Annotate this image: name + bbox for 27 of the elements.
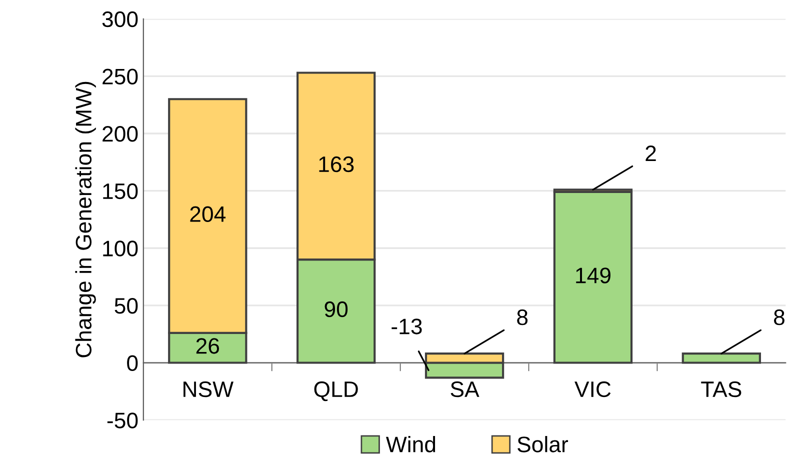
data-label: 2 xyxy=(646,146,656,162)
data-label: -13 xyxy=(392,318,422,334)
data-label: 26 xyxy=(196,338,220,354)
x-tick-label: VIC xyxy=(574,381,611,398)
y-axis-title: Change in Generation (MW) xyxy=(75,82,96,358)
y-tick-label: 100 xyxy=(103,240,138,256)
y-tick-label: -50 xyxy=(107,412,138,428)
data-label: 90 xyxy=(324,301,348,318)
y-tick-label: 50 xyxy=(114,298,138,314)
data-label: 8 xyxy=(517,309,528,326)
bar xyxy=(682,352,761,364)
legend-label: Wind xyxy=(386,436,436,452)
x-tick-label: QLD xyxy=(314,381,358,402)
y-tick-label: 0 xyxy=(127,355,138,372)
legend-label: Solar xyxy=(518,436,568,452)
y-tick-label: 300 xyxy=(102,11,138,28)
y-tick-label: 250 xyxy=(102,68,138,84)
x-tick-label: TAS xyxy=(701,381,742,398)
data-label: 149 xyxy=(576,268,610,284)
y-tick-label: 200 xyxy=(102,126,138,142)
data-label: 204 xyxy=(190,206,226,222)
y-tick-label: 150 xyxy=(103,183,138,200)
data-label: 8 xyxy=(774,309,784,326)
x-tick-label: NSW xyxy=(184,381,234,398)
x-tick-label: SA xyxy=(450,381,480,398)
bar xyxy=(553,190,633,364)
data-label: 163 xyxy=(319,156,354,172)
